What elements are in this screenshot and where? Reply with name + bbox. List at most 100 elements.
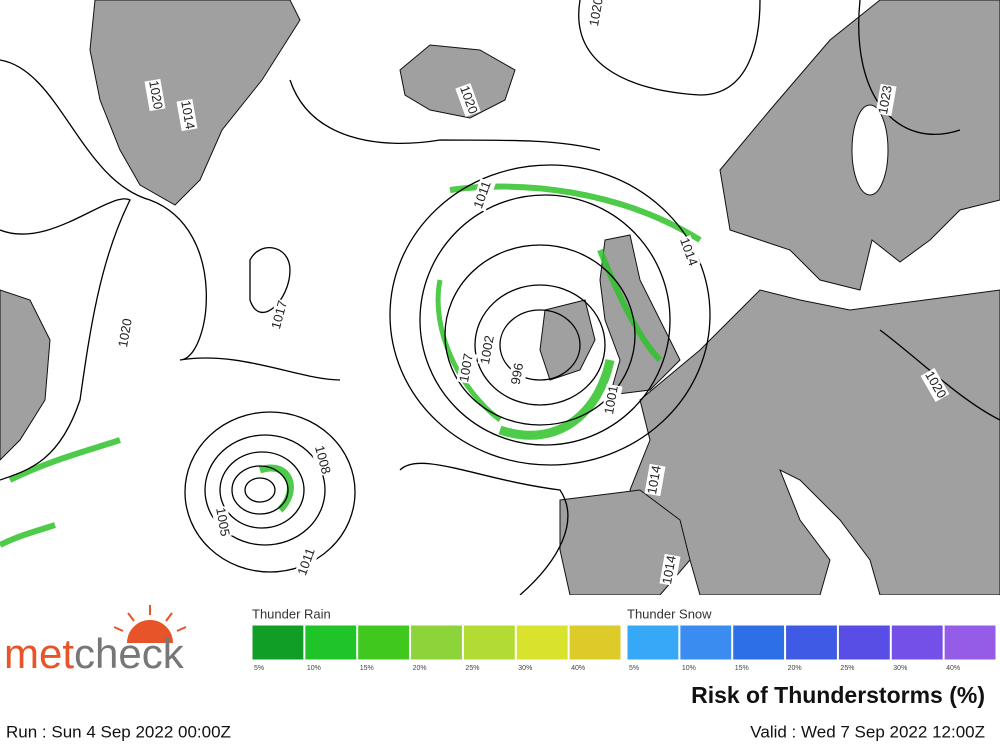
legend-tick-label: 5% <box>629 665 639 672</box>
isobar <box>219 451 305 529</box>
isobar-label: 1020 <box>146 79 166 110</box>
legend-swatch <box>515 624 569 661</box>
sun <box>127 620 173 644</box>
label-bg <box>211 505 233 539</box>
legend-swatch <box>626 624 680 661</box>
lake <box>851 104 889 196</box>
isobar <box>499 309 581 381</box>
legend-tick-label: 20% <box>788 665 802 672</box>
logo-met: met <box>4 630 74 677</box>
isobar-label: 1014 <box>178 99 198 130</box>
isobar-label: 1020 <box>586 0 606 27</box>
isobar-label: 1023 <box>875 84 895 115</box>
thunder-area <box>8 437 121 483</box>
legend-tick-label: 15% <box>360 665 374 672</box>
legend-swatch <box>890 624 944 661</box>
legend-title: Thunder Rain <box>252 606 331 621</box>
legend-swatch <box>679 624 733 661</box>
legend-tick-label: 20% <box>413 665 427 672</box>
iceland <box>399 44 516 119</box>
greenland <box>89 0 301 206</box>
legend-tick-label: 10% <box>682 665 696 672</box>
thunder-area <box>435 279 502 422</box>
label-bg <box>586 0 608 29</box>
label-bg <box>294 545 320 579</box>
isobar <box>474 284 606 406</box>
isobar <box>289 79 601 151</box>
isobar <box>444 244 636 426</box>
thunder-area <box>597 248 663 363</box>
label-bg <box>310 443 334 477</box>
label-bg <box>456 351 478 385</box>
isobar <box>184 411 356 573</box>
map-title: Risk of Thunderstorms (%) <box>691 682 985 708</box>
legend-title: Thunder Snow <box>627 606 712 621</box>
label-bg <box>659 553 681 587</box>
land <box>0 0 1000 595</box>
isobar <box>389 164 711 466</box>
legend-tick-label: 25% <box>465 665 479 672</box>
legend-tick-label: 40% <box>946 665 960 672</box>
isobar-label: 996 <box>508 362 527 386</box>
ireland <box>539 299 596 381</box>
legend-swatch <box>462 624 516 661</box>
isobar-label: 1014 <box>644 464 664 495</box>
legend-swatch <box>568 624 622 661</box>
legend-tick-label: 30% <box>893 665 907 672</box>
label-bg <box>644 463 666 497</box>
footer: metcheck Thunder Rain Thunder Snow 5% 10%… <box>4 605 997 741</box>
label-bg <box>455 83 481 117</box>
isobar <box>0 59 341 381</box>
thunder-area <box>258 464 294 513</box>
isobar-label: 1008 <box>312 444 334 476</box>
legend-swatch <box>785 624 838 661</box>
canada <box>0 289 51 461</box>
label-bg <box>675 235 701 269</box>
great-britain <box>599 234 681 396</box>
legend-swatch <box>410 624 463 661</box>
valid-time: Valid : Wed 7 Sep 2022 12:00Z <box>750 722 985 741</box>
isobar-label: 1007 <box>456 352 476 383</box>
legend-swatch <box>357 624 411 661</box>
legend-swatch <box>837 624 891 661</box>
isobar <box>231 465 289 515</box>
label-bg <box>507 357 529 391</box>
legend-tick-label: 25% <box>840 665 854 672</box>
label-bg <box>268 298 292 332</box>
isobar <box>578 0 761 96</box>
label-bg <box>875 83 897 117</box>
legend-swatches: 5% 10% 15% 20% 25% 30% 40% 5% 10% 15% 20% 25% 30% 40% <box>251 624 997 672</box>
isobar-label: 1014 <box>659 554 679 585</box>
legend-tick-label: 15% <box>735 665 749 672</box>
label-bg <box>477 333 499 367</box>
isobar <box>0 198 131 481</box>
legend-swatch <box>943 624 997 661</box>
isobar-label: 1005 <box>213 506 233 537</box>
ray <box>113 626 124 632</box>
legend-tick-label: 10% <box>307 665 321 672</box>
thunder-area <box>0 522 56 548</box>
ray <box>165 612 173 622</box>
legend-tick-label: 5% <box>254 665 264 672</box>
isobar <box>204 434 326 546</box>
isobar-label: 1001 <box>601 384 621 415</box>
legend-swatch <box>304 624 358 661</box>
legend-swatch <box>251 624 305 661</box>
label-bg <box>470 178 496 212</box>
thunder-area <box>498 359 615 440</box>
isobar-label: 1002 <box>477 334 497 365</box>
logo-sun <box>113 605 187 644</box>
legend-tick-label: 30% <box>518 665 532 672</box>
isobars <box>0 0 1000 595</box>
isobar <box>244 477 276 503</box>
label-bg <box>601 383 623 417</box>
logo: metcheck <box>4 605 187 677</box>
isobar-label: 1020 <box>115 317 135 348</box>
run-time: Run : Sun 4 Sep 2022 00:00Z <box>6 722 231 741</box>
isobar <box>249 247 291 314</box>
label-bg <box>144 78 166 112</box>
legend-tick-label: 40% <box>571 665 585 672</box>
